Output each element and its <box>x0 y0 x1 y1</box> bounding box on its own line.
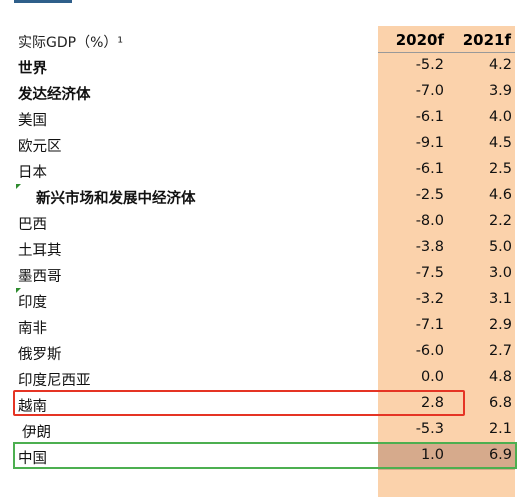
value-2020f: -7.0 <box>415 83 444 99</box>
value-2020f: -6.0 <box>415 343 444 359</box>
value-2020f: -5.3 <box>415 421 444 437</box>
value-2021f: 6.9 <box>488 447 512 463</box>
value-2020f: -9.1 <box>415 135 444 151</box>
row-label: 中国 <box>18 451 47 467</box>
header-divider <box>378 52 515 53</box>
table-row: 南非 -7.1 2.9 <box>0 314 528 340</box>
row-label: 俄罗斯 <box>18 347 62 363</box>
table-row: 日本 -6.1 2.5 <box>0 158 528 184</box>
value-2021f: 3.0 <box>488 265 512 281</box>
table-body: 世界 -5.2 4.2 发达经济体 -7.0 3.9 美国 -6.1 4.0 欧元区 -9.1 4.5… <box>0 54 528 470</box>
value-2020f: 2.8 <box>420 395 444 411</box>
row-label: 巴西 <box>18 217 47 233</box>
china-highlight-box <box>13 442 517 469</box>
row-label: 欧元区 <box>18 139 62 155</box>
table-row: 墨西哥 -7.5 3.0 <box>0 262 528 288</box>
table-row: 发达经济体 -7.0 3.9 <box>0 80 528 106</box>
value-2021f: 4.5 <box>488 135 512 151</box>
value-2021f: 5.0 <box>488 239 512 255</box>
value-2021f: 2.7 <box>488 343 512 359</box>
value-2020f: -6.1 <box>415 109 444 125</box>
table-header: 实际GDP（%）¹ 2020f 2021f <box>0 30 528 52</box>
value-2020f: -2.5 <box>415 187 444 203</box>
value-2020f: -3.8 <box>415 239 444 255</box>
value-2021f: 2.9 <box>488 317 512 333</box>
vietnam-highlight-box <box>13 390 465 416</box>
row-label: 越南 <box>18 399 47 415</box>
row-label: 发达经济体 <box>18 87 91 103</box>
china-value-cell-shading <box>378 444 515 470</box>
row-label: 印度 <box>18 295 47 311</box>
table-row: 俄罗斯 -6.0 2.7 <box>0 340 528 366</box>
row-label: 伊朗 <box>22 425 51 441</box>
value-2020f: -3.2 <box>415 291 444 307</box>
row-label: 墨西哥 <box>18 269 62 285</box>
header-label: 实际GDP（%）¹ <box>18 35 123 51</box>
table-row: 世界 -5.2 4.2 <box>0 54 528 80</box>
comment-marker-icon <box>16 184 21 189</box>
row-label: 日本 <box>18 165 47 181</box>
column-header-2020f: 2020f <box>395 31 444 49</box>
row-label: 南非 <box>18 321 47 337</box>
value-2020f: -5.2 <box>415 57 444 73</box>
value-2021f: 4.0 <box>488 109 512 125</box>
table-row: 土耳其 -3.8 5.0 <box>0 236 528 262</box>
value-2021f: 2.2 <box>488 213 512 229</box>
table-row: 巴西 -8.0 2.2 <box>0 210 528 236</box>
value-2020f: -6.1 <box>415 161 444 177</box>
table-row: 中国 1.0 6.9 <box>0 444 528 470</box>
value-2021f: 3.9 <box>488 83 512 99</box>
row-label: 印度尼西亚 <box>18 373 91 389</box>
row-label: 土耳其 <box>18 243 62 259</box>
value-2021f: 2.1 <box>488 421 512 437</box>
table-row: 越南 2.8 6.8 <box>0 392 528 418</box>
table-row: 新兴市场和发展中经济体 -2.5 4.6 <box>0 184 528 210</box>
value-2020f: 0.0 <box>420 369 444 385</box>
value-2020f: 1.0 <box>420 447 444 463</box>
value-2021f: 4.6 <box>488 187 512 203</box>
value-2021f: 4.2 <box>488 57 512 73</box>
value-2021f: 6.8 <box>488 395 512 411</box>
table-row: 印度 -3.2 3.1 <box>0 288 528 314</box>
value-2020f: -7.5 <box>415 265 444 281</box>
value-2021f: 3.1 <box>488 291 512 307</box>
top-header-strip <box>14 0 72 3</box>
row-label: 新兴市场和发展中经济体 <box>36 191 196 207</box>
table-row: 美国 -6.1 4.0 <box>0 106 528 132</box>
comment-marker-icon <box>16 288 21 293</box>
column-header-2021f: 2021f <box>462 31 511 49</box>
row-label: 世界 <box>18 61 47 77</box>
value-2020f: -7.1 <box>415 317 444 333</box>
value-2020f: -8.0 <box>415 213 444 229</box>
table-row: 印度尼西亚 0.0 4.8 <box>0 366 528 392</box>
forecast-column-shading <box>378 26 515 497</box>
value-2021f: 4.8 <box>488 369 512 385</box>
table-row: 伊朗 -5.3 2.1 <box>0 418 528 444</box>
row-label: 美国 <box>18 113 47 129</box>
table-row: 欧元区 -9.1 4.5 <box>0 132 528 158</box>
value-2021f: 2.5 <box>488 161 512 177</box>
